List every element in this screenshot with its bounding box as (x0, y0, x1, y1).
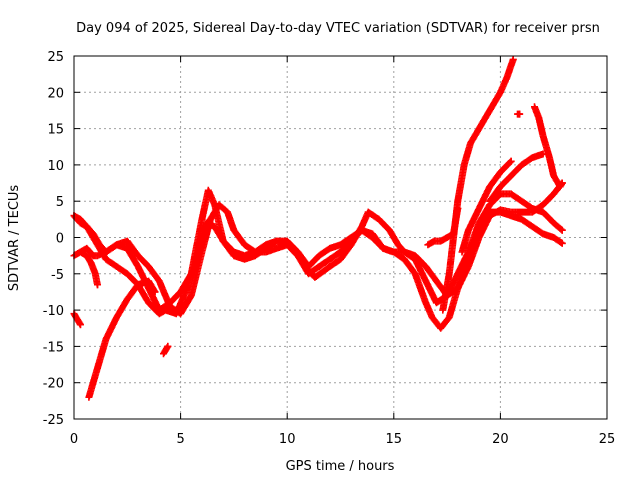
data-point (516, 110, 524, 118)
data-point (558, 226, 566, 234)
grid-lines (74, 56, 607, 419)
x-tick-label: 5 (176, 432, 184, 447)
axis-ticks: 0 5 10 15 20 25 -25 -20 -15 -10 -5 0 5 10 15 20 25 (43, 50, 616, 447)
data-point (151, 288, 159, 296)
y-tick-label: -20 (43, 377, 64, 392)
data-point (454, 205, 462, 212)
series-trace-8 (439, 56, 517, 314)
y-tick-label: -10 (43, 304, 64, 319)
y-tick-label: 15 (47, 123, 64, 138)
data-point (509, 56, 517, 64)
x-tick-label: 25 (599, 432, 616, 447)
series-trace-6 (70, 310, 84, 329)
series-trace-13 (514, 110, 524, 118)
y-tick-label: 25 (47, 50, 64, 65)
x-tick-label: 15 (386, 432, 403, 447)
series-trace-4 (85, 277, 159, 401)
y-tick-label: -5 (51, 268, 64, 283)
data-points (70, 56, 566, 401)
y-tick-label: 10 (47, 159, 64, 174)
data-point (94, 281, 101, 289)
data-point (76, 321, 84, 329)
data-point (507, 157, 515, 165)
series-trace-10 (486, 150, 547, 205)
series-trace-12 (424, 205, 462, 249)
series-trace-3 (70, 208, 566, 332)
x-tick-label: 0 (70, 432, 78, 447)
series-trace-7 (76, 248, 101, 289)
data-point (164, 342, 172, 350)
x-tick-label: 10 (279, 432, 296, 447)
chart-title: Day 094 of 2025, Sidereal Day-to-day VTE… (76, 21, 600, 36)
series-trace-5 (160, 342, 172, 358)
data-point (557, 225, 565, 233)
series-trace-11 (531, 103, 566, 191)
data-point (558, 239, 566, 247)
y-tick-label: 0 (56, 232, 64, 247)
data-point (506, 158, 514, 166)
y-tick-label: 5 (56, 195, 64, 210)
x-tick-label: 20 (492, 432, 509, 447)
data-point (558, 179, 566, 187)
y-tick-label: -25 (43, 413, 64, 428)
y-tick-label: 20 (47, 86, 64, 101)
y-axis-label: SDTVAR / TECUs (7, 185, 22, 292)
series-trace-9 (458, 157, 515, 256)
y-tick-label: -15 (43, 340, 64, 355)
x-axis-label: GPS time / hours (286, 459, 395, 474)
